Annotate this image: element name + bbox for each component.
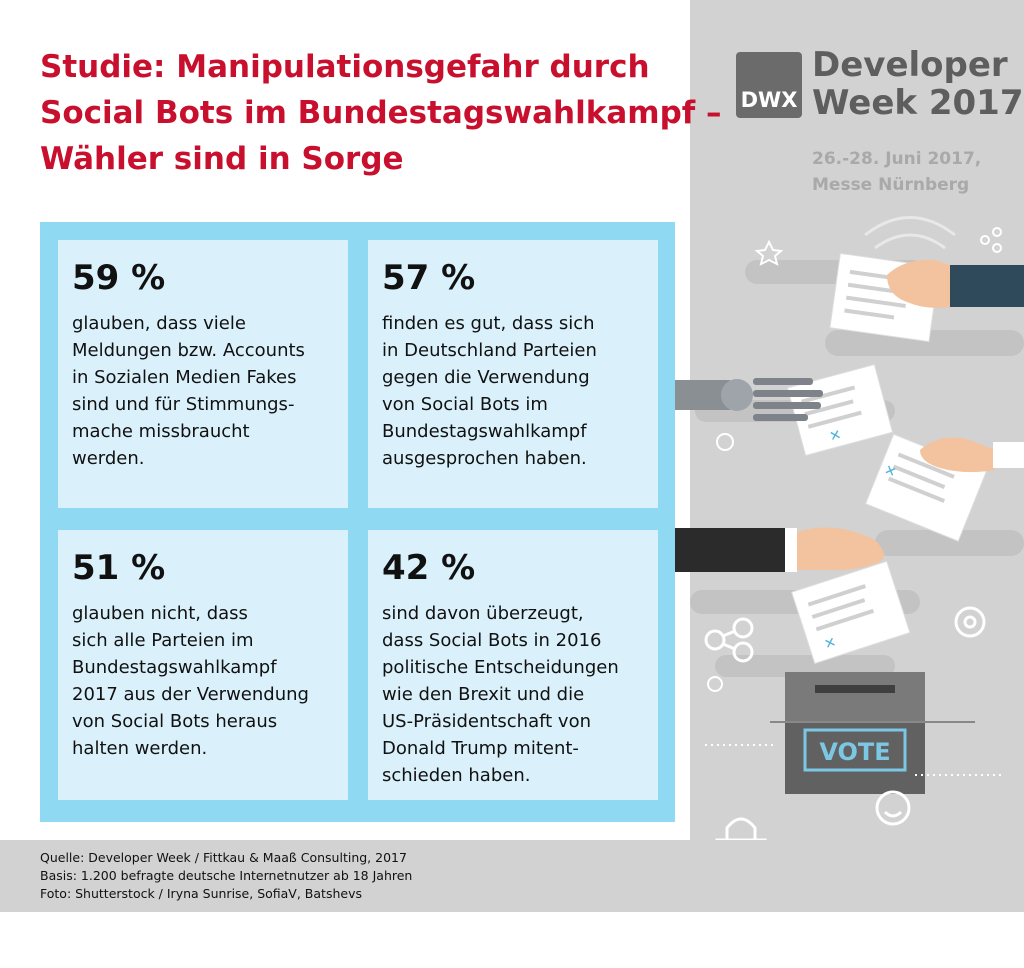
- hand-middle-right: [920, 437, 1024, 473]
- ballot-paper-4: ✕: [791, 560, 911, 665]
- svg-text:✕: ✕: [828, 427, 843, 445]
- stat-percent: 51 %: [72, 548, 166, 588]
- gear-icon-small: [716, 433, 734, 451]
- smiley-icon: [875, 790, 911, 826]
- wifi-icon: [864, 216, 956, 250]
- title-line-3: Wähler sind in Sorge: [40, 141, 404, 177]
- footer-basis: Basis: 1.200 befragte deutsche Internetn…: [40, 868, 413, 883]
- logo-line-1: Developer: [812, 45, 1008, 85]
- logo-abbreviation: DWX: [740, 88, 798, 112]
- stat-card-4: 42 % sind davon überzeugt, dass Social B…: [368, 530, 658, 800]
- dwx-logo: DWX: [736, 52, 802, 118]
- logo-wordmark: Developer Week 2017: [812, 46, 1024, 122]
- share-icon: [980, 227, 1002, 253]
- logo-line-2: Week 2017: [812, 83, 1024, 123]
- stat-card-2: 57 % finden es gut, dass sich in Deutsch…: [368, 240, 658, 508]
- event-info: 26.-28. Juni 2017, Messe Nürnberg: [812, 146, 981, 198]
- title-line-2: Social Bots im Bundestagswahlkampf –: [40, 95, 722, 131]
- stat-description: glauben nicht, dass sich alle Parteien i…: [72, 603, 309, 759]
- stat-card-1: 59 % glauben, dass viele Meldungen bzw. …: [58, 240, 348, 508]
- ballot-box: VOTE: [770, 672, 975, 794]
- title-line-1: Studie: Manipulationsgefahr durch: [40, 49, 650, 85]
- footer-credits: Quelle: Developer Week / Fittkau & Maaß …: [40, 849, 412, 903]
- event-location: Messe Nürnberg: [812, 175, 970, 195]
- svg-text:✕: ✕: [822, 634, 838, 653]
- share-icon-large: [704, 617, 754, 663]
- smiley-icon-small: [707, 676, 723, 692]
- footer: Quelle: Developer Week / Fittkau & Maaß …: [0, 840, 1024, 912]
- stat-percent: 42 %: [382, 548, 476, 588]
- footer-photo: Foto: Shutterstock / Iryna Sunrise, Sofi…: [40, 886, 362, 901]
- footer-source: Quelle: Developer Week / Fittkau & Maaß …: [40, 850, 407, 865]
- robot-hand: [675, 378, 823, 421]
- stat-percent: 59 %: [72, 258, 166, 298]
- page-title: Studie: Manipulationsgefahr durch Social…: [40, 44, 722, 182]
- event-date: 26.-28. Juni 2017,: [812, 149, 982, 169]
- hand-bottom-left: [675, 527, 884, 572]
- stat-description: sind davon überzeugt, dass Social Bots i…: [382, 603, 619, 786]
- hand-top-right: [887, 259, 1024, 308]
- stat-percent: 57 %: [382, 258, 476, 298]
- stat-description: glauben, dass viele Meldungen bzw. Accou…: [72, 313, 305, 469]
- svg-text:✕: ✕: [882, 462, 899, 481]
- gear-icon: [954, 606, 986, 638]
- star-icon: [754, 239, 784, 266]
- voting-illustration: ✕ ✕ ✕ VOTE: [675, 216, 1024, 886]
- ballot-paper-2: ✕: [786, 363, 894, 457]
- stat-card-3: 51 % glauben nicht, dass sich alle Parte…: [58, 530, 348, 800]
- ballot-box-label: VOTE: [819, 738, 890, 766]
- stat-description: finden es gut, dass sich in Deutschland …: [382, 313, 597, 469]
